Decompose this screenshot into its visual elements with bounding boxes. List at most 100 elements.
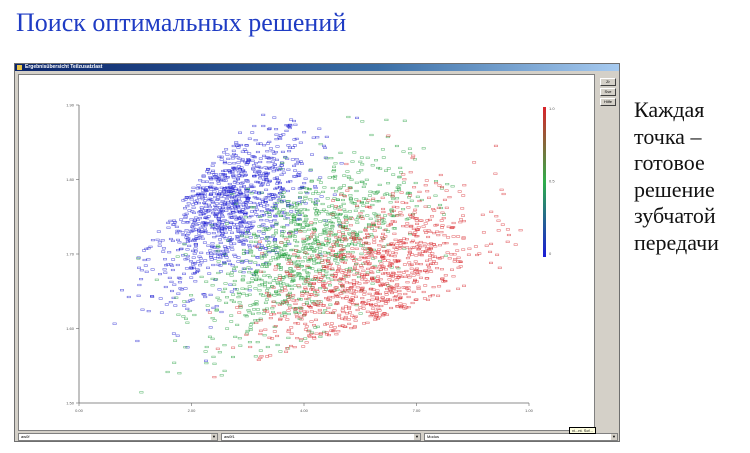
window-titlebar[interactable]: Ergebnisübersicht Teilzusatzlast <box>15 64 619 71</box>
scatter-point-red <box>380 296 385 299</box>
scatter-point-red <box>427 196 431 199</box>
scatter-point-red <box>384 291 389 294</box>
scatter-point-blue <box>167 251 172 254</box>
scatter-point-red <box>422 242 427 245</box>
scatter-point-green <box>278 268 283 271</box>
scatter-point-blue <box>231 144 236 148</box>
scatter-point-green <box>235 323 240 326</box>
scatter-point-red <box>294 265 299 268</box>
scatter-point-green <box>309 223 314 227</box>
scatter-point-green <box>254 270 259 273</box>
scatter-point-blue <box>238 168 242 171</box>
scatter-point-green <box>239 259 244 262</box>
scatter-point-red <box>488 250 493 253</box>
scatter-point-red <box>458 260 463 263</box>
scatter-point-green <box>321 208 326 211</box>
scatter-point-red <box>449 253 454 256</box>
scatter-point-red <box>427 250 432 253</box>
scatter-point-green <box>290 213 295 216</box>
scatter-point-green <box>254 275 259 278</box>
scatter-point-blue <box>254 173 259 176</box>
scatter-point-blue <box>229 221 234 224</box>
scatter-point-green <box>189 294 194 297</box>
scatter-point-blue <box>192 200 197 203</box>
scatter-point-green <box>338 222 343 225</box>
scatter-point-blue <box>209 182 214 185</box>
scatter-point-blue <box>247 232 252 235</box>
scatter-point-blue <box>225 190 230 194</box>
scatter-point-red <box>312 277 317 280</box>
scatter-point-red <box>381 207 386 211</box>
scatter-point-blue <box>218 190 223 193</box>
scatter-point-blue <box>259 184 264 187</box>
scatter-point-blue <box>203 259 208 262</box>
scatter-point-red <box>408 213 412 216</box>
chevron-down-icon[interactable]: ▼ <box>414 434 420 440</box>
scatter-point-green <box>304 217 309 221</box>
scatter-point-blue <box>261 232 266 235</box>
scatter-point-red <box>395 246 400 249</box>
x-axis-select[interactable]: aw0f ▼ <box>18 433 218 441</box>
scatter-point-red <box>513 243 518 246</box>
scatter-point-green <box>264 228 269 232</box>
scatter-point-green <box>391 227 396 230</box>
scatter-point-blue <box>238 240 243 243</box>
scatter-point-blue <box>286 144 291 147</box>
help-button[interactable]: Hilfe <box>600 98 616 106</box>
scatter-point-red <box>327 295 332 299</box>
scatter-point-red <box>379 240 384 243</box>
scatter-point-red <box>286 262 291 265</box>
scatter-point-green <box>204 280 209 283</box>
scatter-point-blue <box>229 200 233 203</box>
y-axis-select[interactable]: aw0f1 ▼ <box>221 433 421 441</box>
x-tick-label: 4.00 <box>300 408 309 413</box>
scatter-point-blue <box>185 257 190 260</box>
scatter-point-red <box>376 215 381 218</box>
scatter-plot[interactable]: 0.00 2.00 4.00 7.00 1.00 1.50 1.60 1.70 1.80 1.90… <box>18 74 595 431</box>
scatter-point-red <box>337 268 342 271</box>
scatter-point-red <box>341 297 345 300</box>
scatter-point-green <box>199 275 204 278</box>
scatter-point-red <box>342 274 347 277</box>
scatter-point-green <box>332 165 336 168</box>
scatter-point-red <box>268 317 273 320</box>
scatter-point-red <box>387 286 392 289</box>
scatter-point-red <box>398 296 402 299</box>
scatter-point-red <box>414 235 419 238</box>
scatter-point-blue <box>273 214 278 217</box>
scatter-point-blue <box>208 185 212 189</box>
scatter-point-red <box>423 222 428 225</box>
scatter-point-green <box>374 159 378 162</box>
scatter-point-green <box>139 391 144 394</box>
scatter-point-red <box>415 262 420 266</box>
chevron-down-icon[interactable]: ▼ <box>211 434 217 440</box>
scatter-point-red <box>330 296 335 299</box>
scatter-point-blue <box>244 259 249 262</box>
scatter-point-red <box>353 240 358 243</box>
scatter-point-red <box>367 262 372 265</box>
scatter-point-blue <box>197 217 202 220</box>
scatter-point-red <box>397 276 401 279</box>
side-button-zr[interactable]: Zr <box>600 78 616 86</box>
scatter-point-green <box>324 244 329 247</box>
scatter-point-red <box>366 267 371 270</box>
scatter-point-green <box>286 336 291 339</box>
side-button-sve[interactable]: Sve <box>600 88 616 96</box>
scatter-point-green <box>278 350 283 353</box>
scatter-point-red <box>439 268 444 271</box>
scatter-point-green <box>236 296 241 299</box>
scatter-point-green <box>293 239 297 242</box>
tooltip: vi...nt. Scf... <box>569 427 596 434</box>
scatter-point-red <box>330 213 335 216</box>
scatter-point-blue <box>297 171 302 174</box>
scatter-point-green <box>273 232 278 235</box>
scatter-point-blue <box>192 222 197 225</box>
scatter-point-green <box>215 244 220 247</box>
scatter-point-blue <box>313 186 318 190</box>
scatter-point-blue <box>261 124 266 128</box>
scatter-point-green <box>244 235 249 238</box>
scatter-point-red <box>367 225 372 228</box>
chevron-down-icon[interactable]: ▼ <box>611 434 617 440</box>
scatter-point-blue <box>239 239 244 242</box>
color-select[interactable]: Modus ▼ <box>424 433 618 441</box>
